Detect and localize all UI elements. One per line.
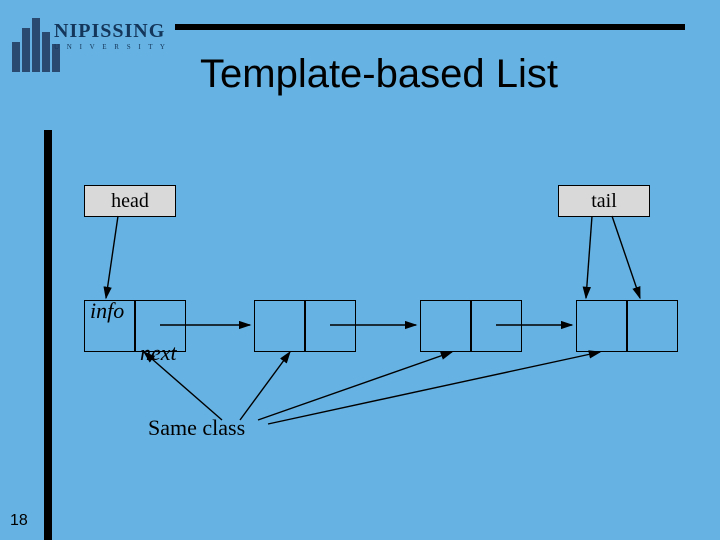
side-rule	[44, 130, 52, 540]
node-3-info-cell	[576, 300, 628, 352]
node-2-next-cell	[470, 300, 522, 352]
page-number: 18	[10, 512, 28, 530]
node-1-info-cell	[254, 300, 306, 352]
arrow-head_to_first	[106, 216, 118, 298]
arrow-tail_to_last_a	[586, 216, 592, 298]
tail-pointer-box: tail	[558, 185, 650, 217]
arrow-tail_to_last_b	[612, 216, 640, 298]
node-3-next-cell	[626, 300, 678, 352]
head-label: head	[111, 190, 149, 213]
slide-title: Template-based List	[200, 52, 558, 97]
arrow-sc_to_n3	[258, 352, 452, 420]
arrow-sc_to_n4	[268, 352, 600, 424]
node-2-info-cell	[420, 300, 472, 352]
logo-bars-icon	[12, 18, 60, 72]
node-1-next-cell	[304, 300, 356, 352]
title-rule	[175, 24, 685, 30]
logo-subtitle: U N I V E R S I T Y	[54, 43, 168, 51]
tail-label: tail	[591, 190, 617, 213]
next-field-label: next	[140, 340, 177, 366]
university-logo	[12, 18, 60, 72]
arrow-sc_to_n2	[240, 352, 290, 420]
info-field-label: info	[90, 298, 124, 324]
same-class-label: Same class	[148, 415, 245, 441]
logo-name: NIPISSING	[54, 20, 168, 43]
logo-text: NIPISSING U N I V E R S I T Y	[54, 20, 168, 51]
head-pointer-box: head	[84, 185, 176, 217]
